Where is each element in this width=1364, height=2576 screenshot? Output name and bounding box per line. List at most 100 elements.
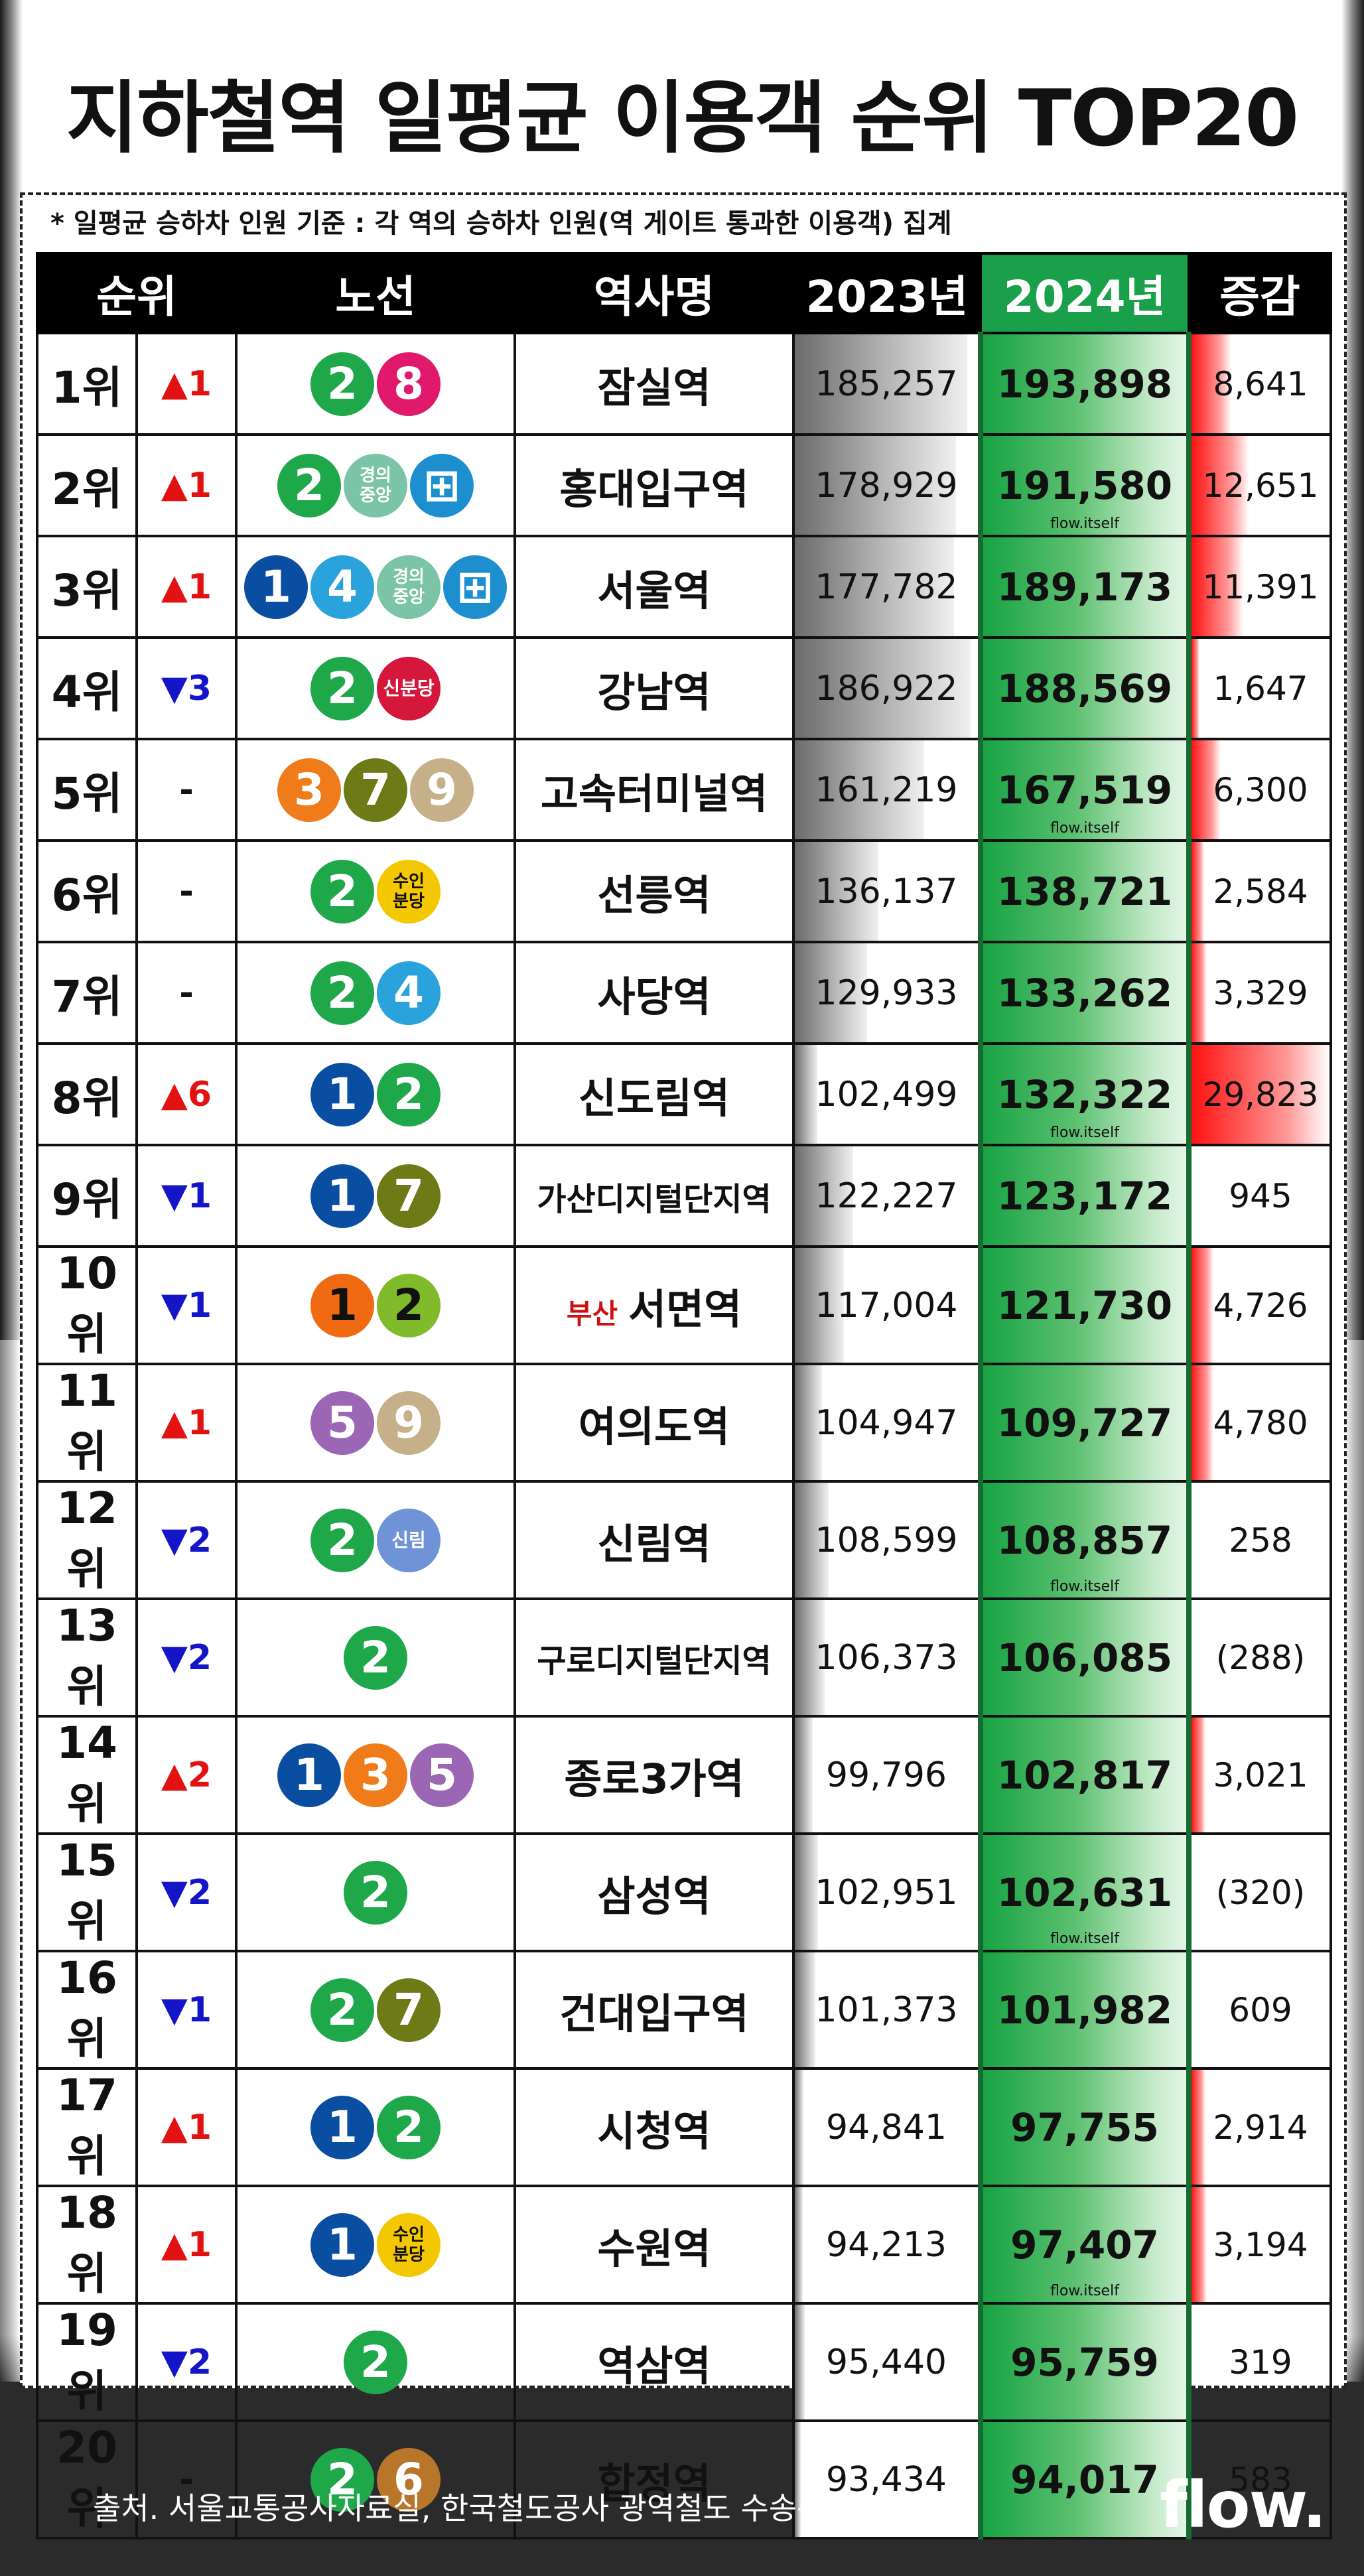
criteria-note: * 일평균 승하차 인원 기준 : 각 역의 승하차 인원(역 게이트 통과한 …: [50, 208, 952, 239]
rank-cell: 9위: [36, 1144, 138, 1248]
line-badge: 4: [310, 555, 375, 619]
table-row: 2위 ▲1 2 경의 중앙 ⊞ 홍대입구역 178,929 191,580 flow.itsel…: [36, 433, 1333, 537]
source-text: 출처. 서울교통공사자료실, 한국철도공사 광역철도 수송통계 자료실: [93, 2490, 947, 2526]
line-badge: 1: [310, 2095, 375, 2159]
rank-cell: 17위: [36, 2067, 138, 2187]
line-badge: 1: [310, 1273, 375, 1337]
diff-value: 8,641: [1213, 364, 1308, 403]
station-cell: 홍대입구역: [513, 433, 795, 537]
station-name: 건대입구역: [559, 1989, 749, 2038]
table-body: 1위 ▲1 2 8 잠실역 185,257 193,898 8,641 2위 ▲1 2 경의 중앙 ⊞ 홍…: [36, 332, 1333, 2540]
rank-change-cell: ▲1: [135, 1363, 238, 1483]
rank-change-cell: ▲1: [135, 332, 238, 436]
diff-bar: [1192, 1249, 1214, 1361]
rank-cell: 20위: [36, 2419, 138, 2540]
value-2024: 108,857: [996, 1517, 1173, 1563]
value-2023: 122,227: [815, 1176, 958, 1216]
rank-change-cell: ▼1: [135, 1245, 238, 1365]
value-2024-cell: 191,580 flow.itself: [978, 433, 1192, 537]
station-name: 신림역: [597, 1519, 711, 1568]
line-badge: 6: [377, 2447, 441, 2512]
rank-change-cell: ▲6: [135, 1042, 238, 1146]
value-2024-cell: 188,569: [978, 636, 1192, 740]
diff-cell: 29,823: [1188, 1042, 1333, 1146]
value-2023-bar: [796, 945, 868, 1041]
table-header-row: 순위 노선 역사명 2023년 2024년 증감: [35, 252, 1333, 334]
station-cell: 구로디지털단지역: [513, 1597, 795, 1718]
flow-logo: flow.: [1160, 2468, 1327, 2542]
line-badge: 5: [310, 1390, 375, 1455]
diff-cell: 3,021: [1188, 1715, 1333, 1835]
rank-change-cell: -: [135, 941, 238, 1045]
rank-change-cell: ▼2: [135, 2302, 238, 2422]
diff-bar: [1192, 539, 1245, 635]
station-cell: 역삼역: [513, 2302, 795, 2422]
header-station: 역사명: [513, 252, 795, 334]
value-2023: 177,782: [815, 567, 958, 607]
diff-value: 258: [1229, 1521, 1292, 1560]
diff-value: 4,726: [1213, 1286, 1308, 1325]
value-2023: 99,796: [826, 1755, 947, 1795]
value-2024: 94,017: [1010, 2457, 1159, 2502]
value-2023-bar: [796, 1367, 822, 1479]
table-row: 12위 ▼2 2 신림 신림역 108,599 108,857 flow.itself 258: [36, 1480, 1333, 1600]
station-name: 서울역: [597, 566, 711, 615]
rank-cell: 13위: [36, 1597, 138, 1718]
rank-cell: 2위: [36, 433, 138, 537]
rank-change-cell: ▼2: [135, 1597, 238, 1718]
diff-cell: (320): [1188, 1832, 1333, 1952]
value-2023-bar: [796, 1046, 818, 1142]
value-2024-cell: 132,322 flow.itself: [978, 1042, 1192, 1146]
header-2023: 2023년: [792, 252, 983, 334]
value-2023: 161,219: [815, 770, 958, 810]
line-badge: 9: [377, 1390, 441, 1455]
lines-cell: 1 수인 분당: [235, 2185, 517, 2305]
value-2023-cell: 94,841: [792, 2067, 983, 2187]
diff-value: 29,823: [1202, 1075, 1319, 1114]
station-name: 종로3가역: [564, 1754, 744, 1803]
region-prefix: 부산: [566, 1297, 618, 1330]
diff-bar: [1192, 1046, 1329, 1142]
value-2023-bar: [796, 640, 971, 736]
watermark: flow.itself: [1050, 1578, 1119, 1595]
table-row: 7위 -2 4 사당역 129,933 133,262 3,329: [36, 941, 1333, 1045]
table-row: 20위 -2 6 합정역 93,434 94,017 583: [36, 2419, 1333, 2540]
table-row: 14위 ▲2 1 3 5 종로3가역 99,796 102,817 3,021: [36, 1715, 1333, 1835]
value-2023-cell: 178,929: [792, 433, 983, 537]
line-badge: ⊞: [443, 555, 508, 619]
line-badge: 2: [344, 1860, 408, 1925]
diff-value: (320): [1215, 1873, 1306, 1912]
line-badge: 1: [277, 1743, 342, 1807]
rank-change-cell: -: [135, 738, 238, 842]
diff-value: 609: [1229, 1990, 1292, 2029]
diff-bar: [1192, 742, 1221, 838]
value-2023: 136,137: [815, 871, 958, 912]
line-badge: 신분당: [377, 656, 441, 720]
line-badge: 2: [377, 1273, 441, 1337]
value-2024: 138,721: [996, 868, 1173, 914]
diff-value: 2,914: [1213, 2108, 1308, 2147]
station-name: 역삼역: [597, 2341, 711, 2390]
value-2023: 94,213: [826, 2224, 947, 2265]
rank-change-cell: ▲1: [135, 2067, 238, 2187]
diff-value: 945: [1229, 1176, 1292, 1215]
value-2023-cell: 95,440: [792, 2302, 983, 2422]
value-2024: 121,730: [996, 1282, 1173, 1328]
value-2024-cell: 133,262: [978, 941, 1192, 1045]
value-2023: 104,947: [815, 1402, 958, 1443]
table-row: 15위 ▼2 2 삼성역 102,951 102,631 flow.itself (320): [36, 1832, 1333, 1952]
value-2024: 106,085: [996, 1635, 1173, 1680]
diff-cell: 11,391: [1188, 535, 1333, 639]
station-cell: 시청역: [513, 2067, 795, 2187]
rank-change-cell: ▲1: [135, 535, 238, 639]
value-2024-cell: 101,982: [978, 1950, 1192, 2070]
diff-cell: (288): [1188, 1597, 1333, 1718]
value-2023-cell: 106,373: [792, 1597, 983, 1718]
line-badge: 4: [377, 961, 441, 1025]
rank-change-cell: ▼1: [135, 1950, 238, 2070]
line-badge: 2: [310, 2447, 375, 2512]
diff-value: 583: [1229, 2460, 1292, 2499]
rank-cell: 10위: [36, 1245, 138, 1365]
